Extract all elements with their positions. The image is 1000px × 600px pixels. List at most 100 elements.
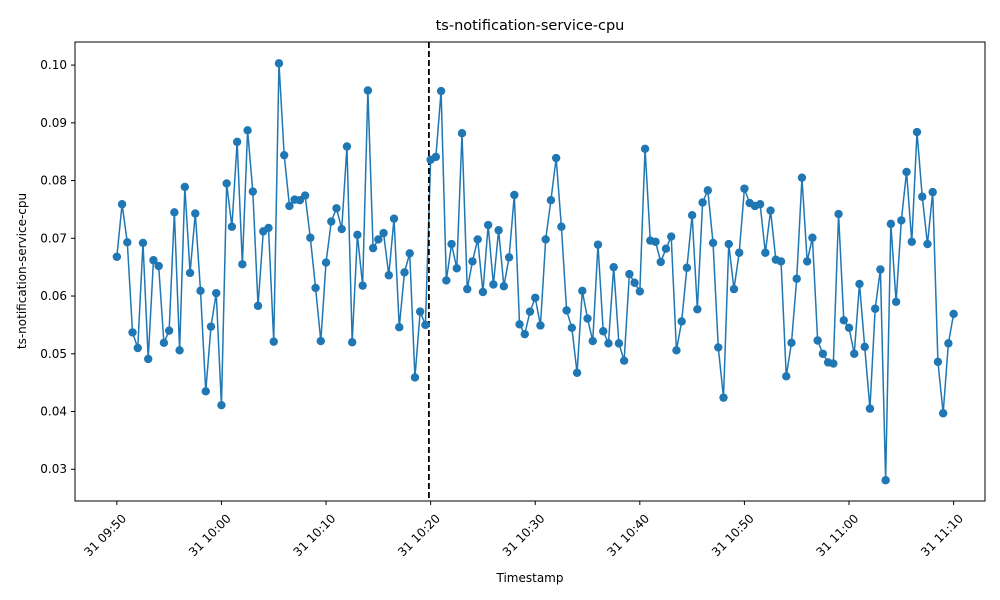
data-point: [389, 214, 399, 223]
data-point: [719, 393, 728, 402]
data-point: [944, 339, 953, 348]
y-axis-label: ts-notification-service-cpu: [15, 193, 29, 349]
data-point: [693, 305, 702, 314]
data-point: [436, 86, 446, 96]
data-point: [907, 237, 916, 246]
data-point: [222, 179, 231, 188]
data-point: [243, 126, 252, 135]
data-point: [164, 326, 174, 335]
y-tick-label: 0.06: [40, 289, 67, 303]
data-point: [938, 409, 948, 418]
data-point: [541, 235, 550, 244]
data-point: [933, 357, 943, 367]
data-point: [635, 287, 645, 296]
data-point: [672, 346, 681, 355]
data-point: [897, 216, 906, 225]
data-point: [735, 248, 744, 257]
data-point: [640, 144, 650, 154]
data-point: [123, 238, 132, 247]
data-point: [431, 152, 441, 162]
data-point: [520, 329, 529, 339]
data-point: [494, 226, 503, 235]
data-point: [316, 336, 325, 346]
data-point: [321, 258, 331, 267]
data-point: [682, 263, 692, 272]
data-point: [159, 338, 169, 347]
data-point: [415, 307, 425, 316]
data-point: [557, 222, 566, 231]
x-tick-label: 31 10:50: [709, 511, 757, 559]
data-point: [661, 244, 671, 253]
data-point: [363, 86, 373, 95]
data-point: [708, 238, 718, 248]
x-tick-label: 31 09:50: [81, 511, 129, 559]
data-point: [813, 336, 822, 345]
data-point: [347, 338, 357, 347]
data-point: [724, 239, 733, 249]
x-tick-label: 31 10:40: [604, 511, 652, 559]
data-point: [269, 337, 278, 346]
data-point: [238, 260, 247, 269]
data-point: [761, 248, 770, 257]
data-point: [588, 336, 597, 346]
data-point: [457, 129, 467, 138]
data-point: [353, 230, 362, 240]
y-tick-label: 0.04: [40, 405, 67, 419]
data-point: [609, 262, 618, 272]
data-point: [546, 196, 556, 205]
y-tick-label: 0.03: [40, 462, 67, 476]
chart-title: ts-notification-service-cpu: [436, 18, 625, 34]
data-point: [395, 323, 404, 332]
data-point: [536, 321, 545, 330]
data-point: [881, 476, 890, 485]
data-point: [912, 127, 922, 137]
data-point: [776, 257, 786, 266]
data-point: [358, 281, 367, 290]
data-point: [232, 137, 242, 147]
data-point: [175, 346, 184, 355]
data-point: [551, 153, 561, 163]
x-tick-label: 31 11:10: [918, 511, 966, 559]
y-tick-label: 0.10: [40, 58, 67, 72]
data-point: [510, 190, 519, 200]
x-tick-label: 31 10:10: [291, 511, 339, 559]
data-point: [698, 198, 707, 207]
data-point: [499, 282, 509, 291]
data-point: [206, 322, 216, 331]
data-point: [599, 327, 608, 336]
data-point: [128, 328, 137, 337]
data-point: [185, 268, 195, 278]
data-point: [525, 307, 535, 316]
data-point: [149, 256, 158, 265]
x-axis-label: Timestamp: [496, 571, 564, 585]
data-point: [792, 274, 801, 283]
data-point: [619, 356, 629, 365]
data-point: [729, 284, 739, 294]
data-point: [902, 167, 911, 177]
data-point: [797, 173, 807, 182]
data-point: [170, 208, 179, 217]
x-tick-label: 31 10:00: [186, 511, 234, 559]
data-point: [614, 339, 624, 348]
data-point: [515, 320, 524, 329]
data-point: [379, 228, 388, 238]
series-line: [116, 62, 955, 481]
y-tick-label: 0.07: [40, 231, 67, 245]
data-point: [829, 359, 838, 368]
data-point: [138, 238, 148, 248]
data-point: [949, 309, 958, 319]
x-tick-label: 31 11:00: [814, 511, 862, 559]
x-tick-label: 31 10:20: [395, 511, 443, 559]
data-point: [504, 253, 514, 262]
data-point: [870, 304, 880, 313]
data-point: [332, 204, 341, 213]
data-point: [452, 264, 461, 273]
data-point: [844, 323, 854, 332]
data-point: [787, 338, 796, 347]
data-point: [154, 261, 163, 271]
data-point: [447, 239, 456, 249]
data-point: [886, 219, 896, 229]
data-point: [860, 342, 869, 352]
